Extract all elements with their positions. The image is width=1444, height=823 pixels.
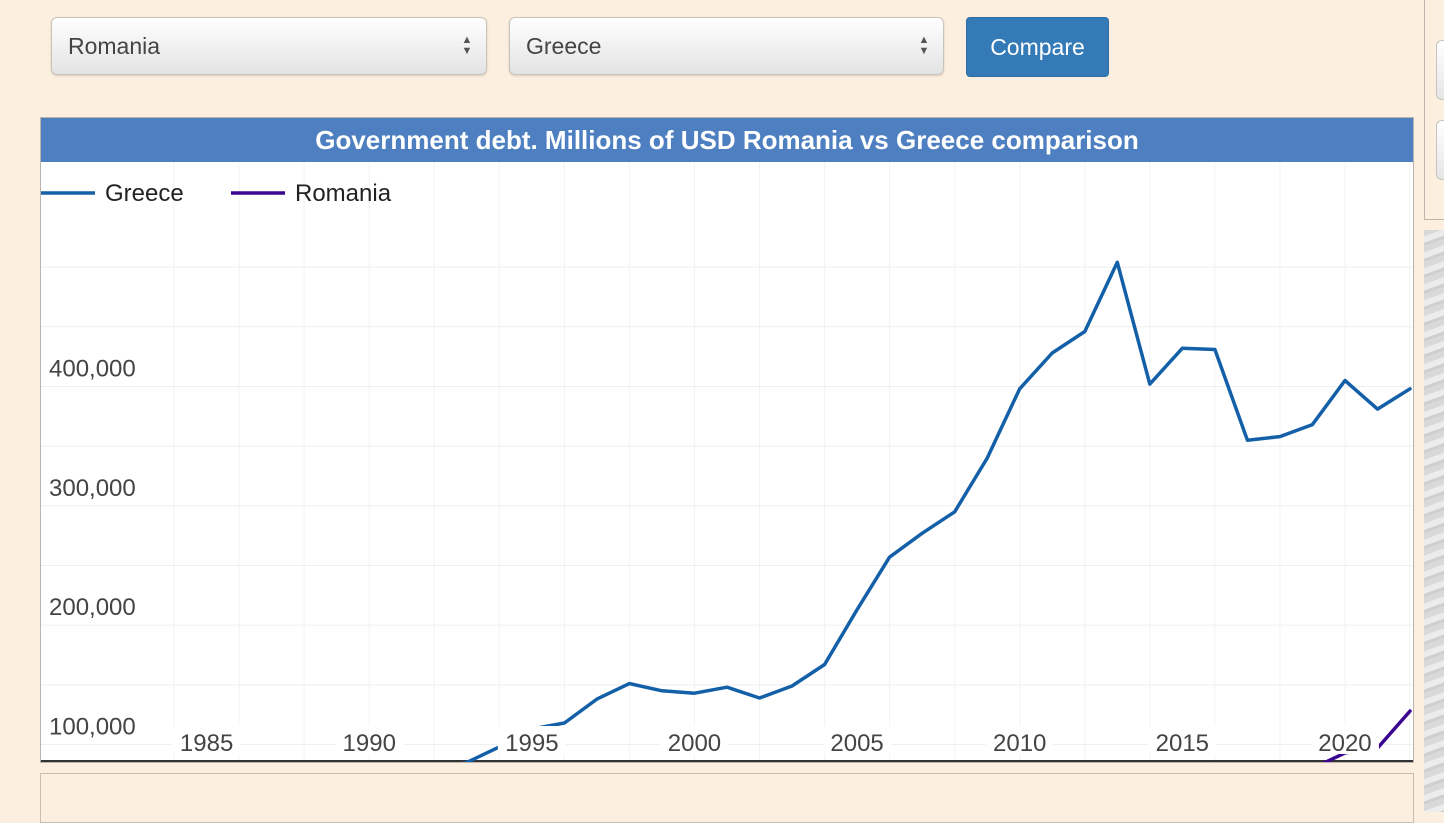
country-a-value: Romania — [68, 32, 161, 59]
x-tick-label: 2000 — [668, 730, 721, 757]
chart-plot: 1985 1990 1995 2000 2005 2010 2015 2020 100,000 2… — [41, 162, 1413, 762]
compare-button[interactable]: Compare — [966, 17, 1109, 77]
legend-label: Romania — [295, 180, 392, 207]
side-button[interactable] — [1436, 40, 1444, 100]
chart-title: Government debt. Millions of USD Romania… — [41, 118, 1413, 162]
select-arrows-icon: ▲ ▼ — [461, 34, 473, 57]
x-tick-label: 1990 — [343, 730, 396, 757]
side-panel-edge — [1424, 0, 1444, 220]
country-a-select[interactable]: Romania ▲ ▼ — [51, 17, 487, 75]
x-tick-label: 1995 — [505, 730, 558, 757]
x-tick-label-bg — [497, 726, 566, 754]
x-tick-label: 2020 — [1318, 730, 1371, 757]
select-arrows-icon: ▲ ▼ — [918, 34, 930, 57]
x-tick-label-bg — [823, 726, 892, 754]
x-tick-label: 2015 — [1156, 730, 1209, 757]
chart-container: Government debt. Millions of USD Romania… — [40, 117, 1414, 763]
x-tick-label-bg — [660, 726, 729, 754]
y-tick-label: 100,000 — [49, 714, 136, 741]
y-tick-label: 200,000 — [49, 594, 136, 621]
x-tick-label-bg — [172, 726, 241, 754]
grid-horizontal — [41, 266, 1413, 745]
country-b-value: Greece — [526, 32, 602, 59]
y-tick-label: 300,000 — [49, 475, 136, 502]
y-tick-label: 400,000 — [49, 355, 136, 382]
legend-label: Greece — [105, 180, 184, 207]
country-b-select[interactable]: Greece ▲ ▼ — [509, 17, 944, 75]
below-panel — [40, 773, 1414, 823]
side-button[interactable] — [1436, 120, 1444, 180]
x-tick-label: 2005 — [830, 730, 883, 757]
side-texture — [1424, 230, 1444, 812]
x-tick-label-bg — [1148, 726, 1217, 754]
grid-vertical — [173, 162, 1411, 761]
x-tick-label-bg — [1310, 726, 1379, 754]
x-tick-label-bg — [335, 726, 404, 754]
x-tick-label-bg — [985, 726, 1054, 754]
series-line-greece — [461, 260, 1412, 762]
x-tick-label: 2010 — [993, 730, 1046, 757]
x-tick-label: 1985 — [180, 730, 233, 757]
legend: Greece Romania — [41, 180, 392, 207]
